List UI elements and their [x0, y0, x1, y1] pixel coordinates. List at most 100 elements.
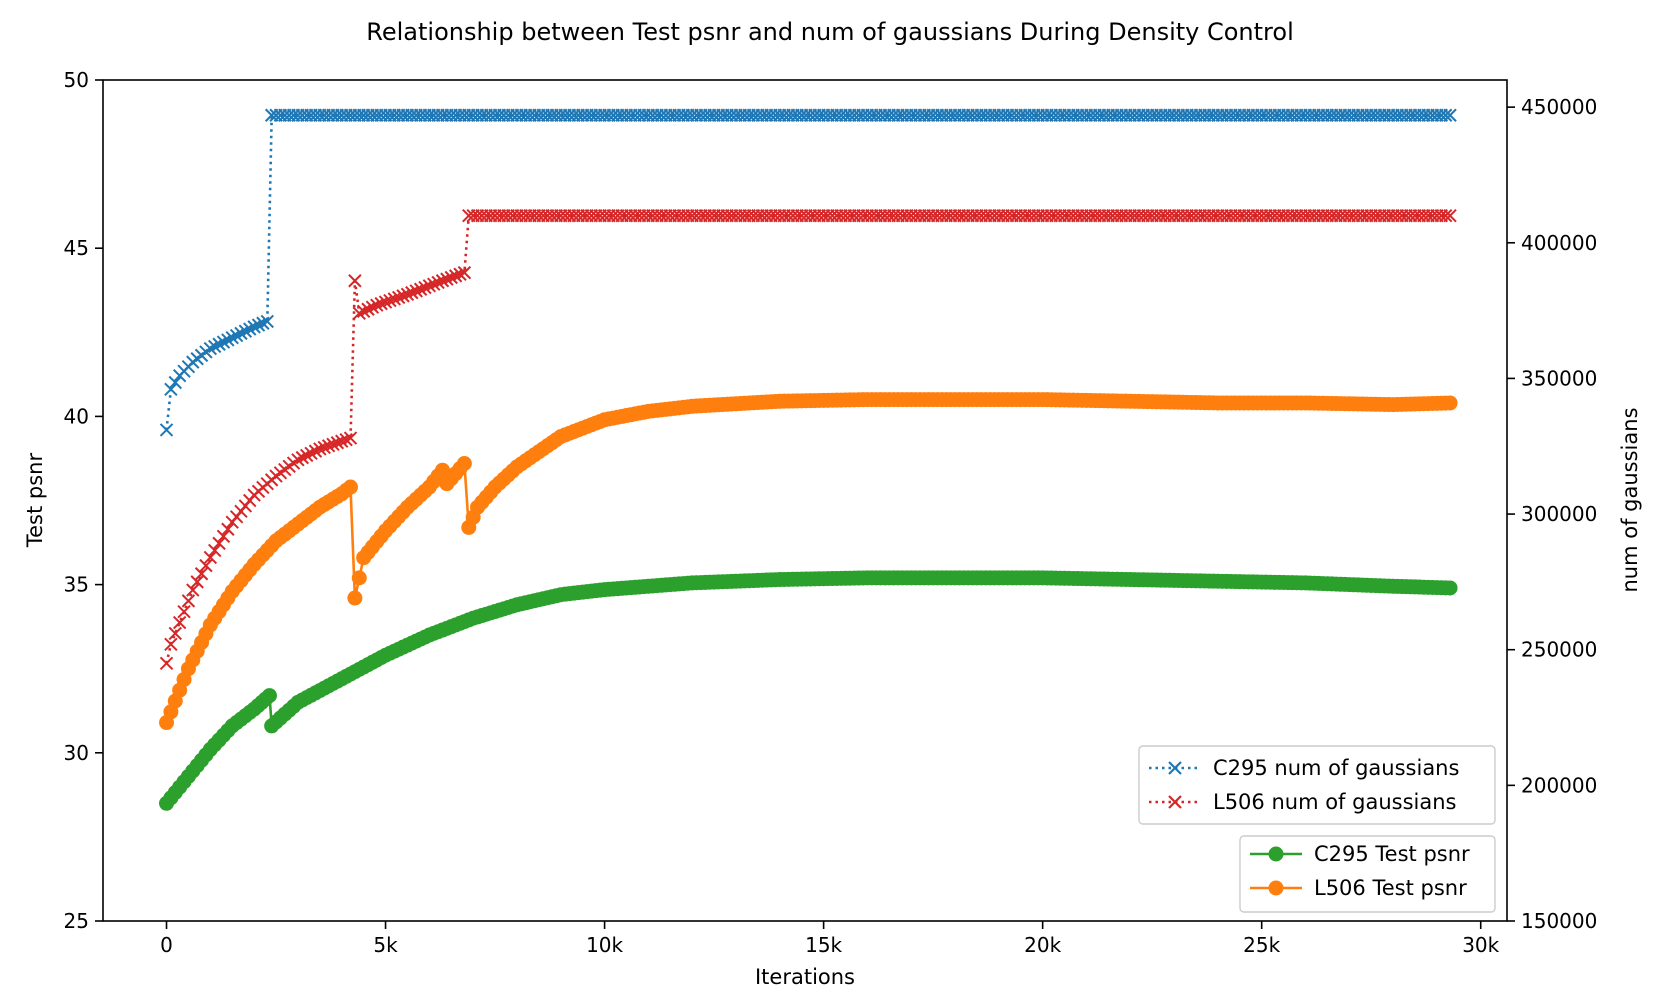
- y-right-tick-label: 200000: [1521, 773, 1597, 797]
- data-point-l506-num-of-gaussians: [396, 289, 410, 303]
- data-point-l506-test-psnr: [1442, 395, 1458, 411]
- data-point-l506-num-of-gaussians: [409, 284, 423, 298]
- data-point-l506-num-of-gaussians: [440, 272, 454, 286]
- data-point-l506-num-of-gaussians: [387, 292, 402, 306]
- data-point-l506-num-of-gaussians: [422, 279, 437, 293]
- series-line-c295-num-of-gaussians: [165, 114, 1451, 431]
- data-point-c295-num-of-gaussians: [225, 331, 239, 345]
- data-point-c295-num-of-gaussians: [247, 320, 261, 334]
- data-point-l506-num-of-gaussians: [1438, 208, 1453, 223]
- legend-swatch-l506-psnr-marker: [1268, 880, 1284, 896]
- plot-frame: [102, 79, 1508, 922]
- data-point-l506-num-of-gaussians: [435, 274, 450, 288]
- data-point-l506-num-of-gaussians: [348, 274, 362, 288]
- data-point-l506-num-of-gaussians: [448, 269, 463, 283]
- y-left-tick-label: 35: [64, 573, 89, 597]
- data-point-l506-num-of-gaussians: [453, 267, 467, 281]
- data-point-l506-num-of-gaussians: [352, 306, 366, 321]
- y-axis-left-label: Test psnr: [23, 453, 47, 549]
- data-point-c295-num-of-gaussians: [251, 318, 266, 332]
- series-l506-test-psnr: [159, 392, 1458, 731]
- series-c295-num-of-gaussians: [159, 108, 1457, 437]
- y-left-tick-label: 25: [64, 909, 89, 933]
- data-point-l506-num-of-gaussians: [378, 295, 393, 309]
- y-right-tick-label: 150000: [1521, 909, 1597, 933]
- data-point-l506-num-of-gaussians: [317, 440, 331, 455]
- data-point-l506-num-of-gaussians: [405, 285, 419, 300]
- data-point-l506-num-of-gaussians: [207, 543, 222, 558]
- data-point-l506-num-of-gaussians: [457, 265, 472, 280]
- data-point-c295-num-of-gaussians: [238, 324, 253, 338]
- legend-gaussians: C295 num of gaussians L506 num of gaussi…: [1138, 745, 1496, 825]
- legend-label-l506-psnr: L506 Test psnr: [1314, 876, 1467, 900]
- data-point-l506-num-of-gaussians: [427, 277, 441, 291]
- data-point-l506-num-of-gaussians: [374, 296, 388, 311]
- data-point-c295-num-of-gaussians: [207, 339, 222, 354]
- data-point-l506-num-of-gaussians: [330, 436, 345, 450]
- data-point-l506-num-of-gaussians: [413, 282, 428, 296]
- data-point-c295-num-of-gaussians: [159, 423, 174, 437]
- x-tick-label: 0: [160, 933, 173, 957]
- data-point-c295-num-of-gaussians: [256, 316, 270, 330]
- data-point-l506-num-of-gaussians: [326, 437, 340, 452]
- legend-label-c295-psnr: C295 Test psnr: [1314, 842, 1470, 866]
- data-point-l506-num-of-gaussians: [172, 615, 187, 630]
- data-point-c295-num-of-gaussians: [221, 333, 235, 347]
- data-point-c295-num-of-gaussians: [1443, 108, 1457, 122]
- data-point-l506-num-of-gaussians: [418, 280, 432, 295]
- legend-psnr-box: [1239, 835, 1496, 913]
- series-c295-test-psnr: [159, 570, 1458, 811]
- data-point-l506-num-of-gaussians: [212, 536, 226, 551]
- series-l506-num-of-gaussians: [159, 208, 1457, 670]
- data-point-c295-num-of-gaussians: [234, 326, 248, 341]
- x-tick-label: 25k: [1243, 933, 1280, 957]
- data-point-l506-num-of-gaussians: [313, 442, 327, 456]
- data-point-l506-num-of-gaussians: [361, 302, 375, 316]
- legend-swatch-c295-gaussians-marker: [1168, 761, 1182, 775]
- x-tick-label: 15k: [805, 933, 842, 957]
- data-point-c295-num-of-gaussians: [216, 335, 231, 349]
- data-point-l506-num-of-gaussians: [186, 583, 200, 597]
- y-right-tick-label: 350000: [1521, 366, 1597, 390]
- x-axis: 0 5k 10k 15k 20k 25k 30k: [160, 921, 1500, 957]
- data-point-c295-num-of-gaussians: [260, 314, 274, 329]
- y-axis-right-label: num of gaussians: [1618, 407, 1642, 592]
- data-point-l506-test-psnr: [351, 570, 367, 586]
- data-point-l506-num-of-gaussians: [199, 558, 213, 573]
- data-point-c295-num-of-gaussians: [168, 375, 182, 390]
- y-axis-right: 150000 200000 250000 300000 350000 400000 4500…: [1507, 95, 1597, 933]
- legend-swatch-c295-psnr-marker: [1268, 846, 1284, 862]
- x-axis-label: Iterations: [755, 965, 855, 989]
- y-right-tick-label: 400000: [1521, 231, 1597, 255]
- legend-label-l506-gaussians: L506 num of gaussians: [1213, 790, 1456, 814]
- data-point-c295-num-of-gaussians: [229, 328, 244, 343]
- data-point-c295-num-of-gaussians: [212, 337, 226, 351]
- data-point-l506-test-psnr: [347, 590, 363, 606]
- data-point-l506-test-psnr: [343, 479, 359, 495]
- x-tick-label: 5k: [373, 933, 398, 957]
- data-point-c295-test-psnr: [261, 688, 277, 704]
- y-left-tick-label: 40: [64, 404, 89, 428]
- data-point-c295-num-of-gaussians: [1438, 108, 1453, 122]
- data-point-c295-num-of-gaussians: [243, 322, 257, 336]
- chart-title: Relationship between Test psnr and num o…: [366, 18, 1293, 46]
- data-point-l506-num-of-gaussians: [194, 567, 209, 581]
- data-point-l506-num-of-gaussians: [335, 434, 349, 448]
- data-point-l506-num-of-gaussians: [164, 637, 178, 651]
- y-right-tick-label: 300000: [1521, 502, 1597, 526]
- y-left-tick-label: 45: [64, 236, 89, 260]
- data-point-l506-num-of-gaussians: [1443, 208, 1457, 223]
- data-point-l506-num-of-gaussians: [321, 439, 336, 453]
- data-point-l506-num-of-gaussians: [190, 575, 204, 589]
- data-point-l506-num-of-gaussians: [339, 432, 353, 447]
- data-point-l506-num-of-gaussians: [365, 300, 380, 314]
- legend-psnr: C295 Test psnr L506 Test psnr: [1239, 835, 1496, 913]
- data-point-l506-num-of-gaussians: [295, 450, 310, 465]
- y-right-tick-label: 250000: [1521, 638, 1597, 662]
- y-right-tick-label: 450000: [1521, 95, 1597, 119]
- data-point-l506-num-of-gaussians: [177, 605, 191, 619]
- data-point-l506-num-of-gaussians: [383, 293, 397, 308]
- data-point-c295-test-psnr: [1442, 580, 1458, 596]
- x-tick-label: 10k: [586, 933, 623, 957]
- y-left-tick-label: 30: [64, 741, 89, 765]
